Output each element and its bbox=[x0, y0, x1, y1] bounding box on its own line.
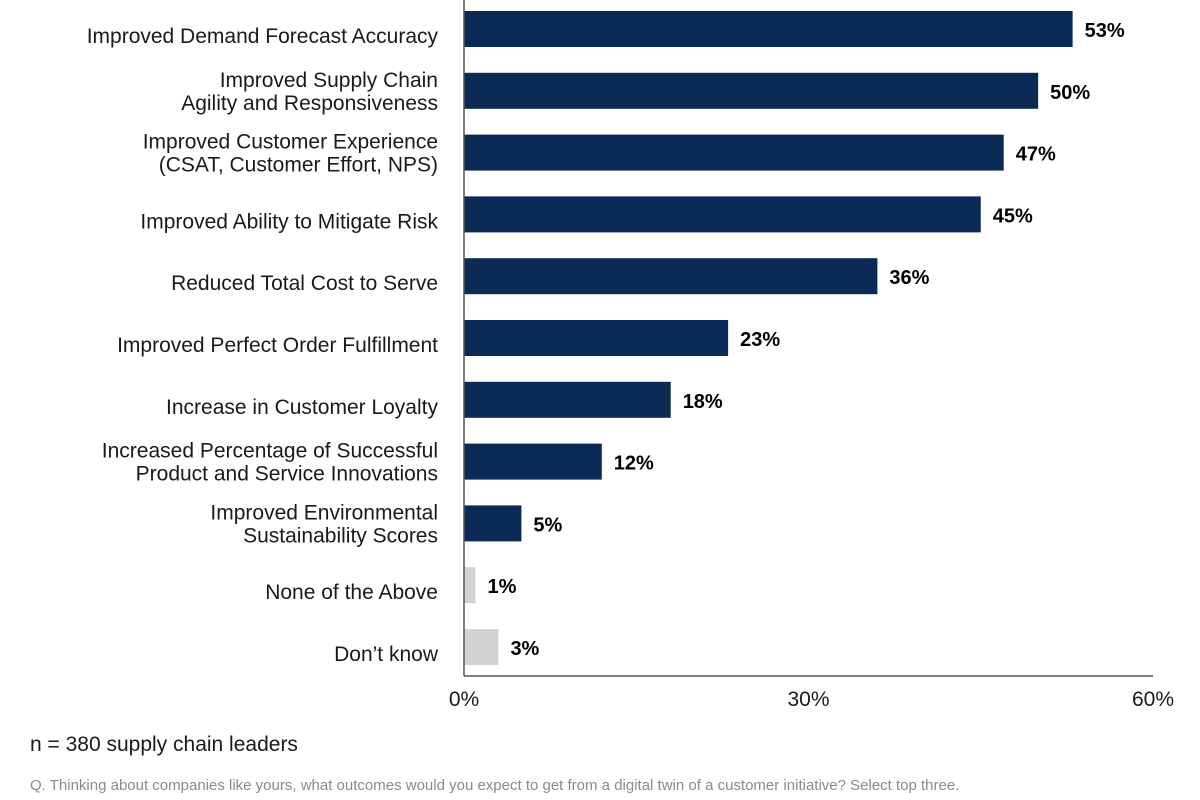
bar bbox=[464, 629, 499, 665]
category-label-line: Improved Customer Experience bbox=[143, 131, 438, 154]
value-label: 18% bbox=[683, 391, 723, 413]
category-label: Improved Perfect Order Fulfillment bbox=[117, 334, 438, 357]
category-label: Improved Ability to Mitigate Risk bbox=[140, 210, 438, 233]
category-label: None of the Above bbox=[265, 581, 438, 604]
bar bbox=[464, 381, 671, 418]
category-label-line: Increased Percentage of Successful bbox=[102, 440, 438, 463]
bar bbox=[464, 11, 1073, 47]
x-tick-label: 60% bbox=[1132, 688, 1174, 711]
category-label: Improved Environmental Sustainability Sco… bbox=[210, 501, 438, 547]
value-label: 3% bbox=[510, 638, 539, 660]
bar-chart: 53% Improved Demand Forecast Accuracy 50% I… bbox=[87, 0, 1174, 711]
value-label: 12% bbox=[614, 453, 654, 475]
survey-question: Q. Thinking about companies like yours, … bbox=[30, 777, 960, 794]
bar bbox=[464, 505, 522, 542]
value-label: 45% bbox=[993, 205, 1033, 227]
value-label: 50% bbox=[1050, 82, 1090, 104]
value-label: 23% bbox=[740, 329, 780, 351]
category-label: Improved Supply Chain Agility and Respons… bbox=[181, 69, 438, 115]
category-label: Increase in Customer Loyalty bbox=[166, 396, 438, 419]
category-label-line: Agility and Responsiveness bbox=[181, 92, 438, 115]
value-label: 5% bbox=[533, 514, 562, 536]
sample-size-note: n = 380 supply chain leaders bbox=[30, 733, 298, 756]
bar bbox=[464, 72, 1039, 109]
category-label-line: (CSAT, Customer Effort, NPS) bbox=[159, 154, 438, 177]
bar bbox=[464, 258, 878, 295]
bar bbox=[464, 320, 729, 356]
category-label: Increased Percentage of Successful Produc… bbox=[102, 440, 438, 486]
value-label: 36% bbox=[889, 267, 929, 289]
category-label-line: Product and Service Innovations bbox=[136, 463, 438, 486]
bar bbox=[464, 134, 1004, 171]
value-label: 53% bbox=[1085, 20, 1125, 42]
category-label: Improved Demand Forecast Accuracy bbox=[87, 25, 439, 48]
category-label: Improved Customer Experience (CSAT, Custo… bbox=[143, 131, 438, 177]
bar bbox=[464, 443, 602, 480]
category-label-line: Sustainability Scores bbox=[243, 524, 438, 547]
category-label: Reduced Total Cost to Serve bbox=[171, 272, 438, 295]
category-label: Don’t know bbox=[334, 643, 439, 666]
value-label: 1% bbox=[487, 576, 516, 598]
x-tick-label: 30% bbox=[787, 688, 829, 711]
bar bbox=[464, 196, 981, 233]
value-label: 47% bbox=[1016, 144, 1056, 166]
category-label-line: Improved Environmental bbox=[210, 501, 438, 524]
category-label-line: Improved Supply Chain bbox=[220, 69, 438, 92]
x-tick-label: 0% bbox=[449, 688, 479, 711]
bar bbox=[464, 567, 476, 604]
